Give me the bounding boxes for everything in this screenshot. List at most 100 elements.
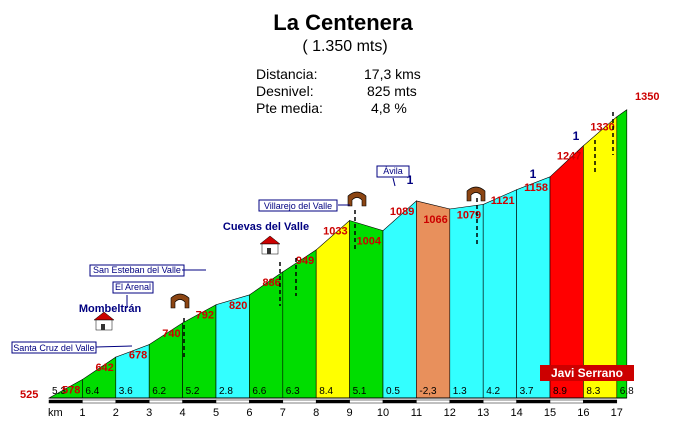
- place-sign-label: Santa Cruz del Valle: [13, 343, 94, 353]
- profile-segment: [482, 189, 517, 399]
- house-icon-door: [101, 324, 105, 330]
- tunnel-icon: [347, 191, 367, 207]
- segment-elevation-label: 1330: [590, 122, 614, 134]
- place-sign-box: [258, 199, 338, 212]
- house-icon-door: [267, 248, 271, 254]
- town-label: Cuevas del Valle: [223, 221, 309, 233]
- place-sign-label: Villarejo del Valle: [264, 201, 332, 211]
- axis-scale-bar: [583, 399, 618, 404]
- start-elevation-label: 525: [20, 389, 38, 401]
- x-tick-label: 4: [180, 407, 186, 419]
- segment-grade-label: 0.5: [386, 386, 400, 397]
- place-sign-pointer: [392, 177, 396, 187]
- segment-grade-label: 5.3: [52, 386, 66, 397]
- x-tick-label: 8: [313, 407, 319, 419]
- x-axis-label: km: [48, 407, 63, 419]
- segment-elevation-label: 578: [62, 384, 80, 396]
- segment-grade-label: 6.2: [152, 386, 166, 397]
- segment-grade-label: 6.8: [620, 386, 634, 397]
- segment-elevation-label: 1089: [390, 206, 414, 218]
- x-tick-label: 10: [377, 407, 389, 419]
- category-mark: 1: [407, 173, 414, 187]
- segment-grade-label: 8.9: [553, 386, 567, 397]
- profile-segment: [315, 219, 350, 399]
- segment-elevation-label: 678: [129, 350, 147, 362]
- x-tick-label: 15: [544, 407, 556, 419]
- axis-scale-bar: [249, 399, 284, 404]
- profile-segment: [583, 116, 618, 399]
- town-label: Mombeltrán: [79, 303, 142, 315]
- stat-average-grade-label: Pte media:: [256, 100, 323, 116]
- axis-scale-bar: [516, 399, 551, 404]
- place-sign-box: [112, 281, 154, 294]
- x-tick-label: 13: [477, 407, 489, 419]
- profile-segment: [382, 200, 417, 399]
- chart-subtitle: ( 1.350 mts): [302, 38, 387, 55]
- x-tick-label: 11: [411, 407, 422, 419]
- profile-segment: [449, 204, 484, 399]
- segment-grade-label: 6.3: [286, 386, 300, 397]
- place-sign-label: San Esteban del Valle: [93, 265, 181, 275]
- x-tick-label: 14: [510, 407, 522, 419]
- axis-scale-bar: [48, 399, 83, 404]
- profile-segment: [282, 249, 317, 399]
- tunnel-icon: [466, 186, 486, 202]
- place-sign-label: El Arenal: [115, 282, 151, 292]
- summit-elevation-label: 1350: [635, 91, 659, 103]
- km-axis: km 1 2 3 4 5 6 7 8 9 10 11 12 13 14 15 16 17: [48, 397, 627, 419]
- x-tick-label: 5: [213, 407, 219, 419]
- segment-elevation-label: 642: [95, 362, 113, 374]
- segment-grade-label: 3.7: [520, 386, 534, 397]
- x-tick-label: 7: [280, 407, 286, 419]
- place-markers: Santa Cruz del Valle Mombeltrán El Arenal S…: [11, 165, 410, 354]
- tunnel-icon: [170, 293, 190, 309]
- axis-scale-bar: [416, 399, 451, 404]
- segment-grade-label: 6.6: [252, 386, 266, 397]
- axis-scale-bar: [215, 399, 250, 404]
- category-mark: 1: [573, 129, 580, 143]
- segment-grade-label: -2,3: [419, 386, 437, 397]
- axis-scale-bar: [549, 399, 584, 404]
- segment-elevation-label: 1247: [557, 151, 581, 163]
- axis-scale-bar: [349, 399, 384, 404]
- stat-gain-label: Desnivel:: [256, 83, 314, 99]
- profile-segment: [616, 109, 628, 399]
- profile-segment: [416, 200, 451, 399]
- segment-grade-label: 5.1: [353, 386, 367, 397]
- stat-average-grade-value: 4,8 %: [371, 100, 407, 116]
- profile-segment: [249, 271, 284, 399]
- place-sign-label: Ávila: [383, 166, 403, 176]
- stat-gain-value: 825 mts: [367, 83, 417, 99]
- axis-scale-bar: [315, 399, 350, 404]
- segment-elevation-label: 886: [262, 277, 280, 289]
- segment-elevation-label: 1066: [423, 214, 447, 226]
- author-label: Javi Serrano: [551, 366, 623, 380]
- segment-grade-label: 5.2: [186, 386, 200, 397]
- x-tick-label: 9: [347, 407, 353, 419]
- house-icon: [259, 235, 281, 245]
- place-sign-pointer: [95, 345, 133, 348]
- place-sign-box: [376, 165, 410, 178]
- segment-elevation-label: 1079: [457, 209, 481, 221]
- x-tick-label: 6: [246, 407, 252, 419]
- x-tick-label: 16: [577, 407, 589, 419]
- profile-segment: [549, 145, 584, 399]
- category-mark: 1: [530, 167, 537, 181]
- chart-title: La Centenera: [273, 10, 413, 35]
- x-tick-label: 3: [146, 407, 152, 419]
- segment-elevation-label: 820: [229, 300, 247, 312]
- axis-scale-bar: [115, 399, 150, 404]
- x-tick-label: 17: [611, 407, 623, 419]
- profile-segment: [516, 176, 551, 399]
- axis-scale-bar: [82, 399, 117, 404]
- segment-elevation-label: 792: [196, 310, 214, 322]
- axis-scale-bar: [182, 399, 217, 404]
- segment-grade-label: 3.6: [119, 386, 133, 397]
- x-tick-label: 1: [79, 407, 85, 419]
- axis-scale-bar: [382, 399, 417, 404]
- segment-grade-label: 6.4: [85, 386, 99, 397]
- segment-grade-label: 1.3: [453, 386, 467, 397]
- stat-distance-label: Distancia:: [256, 66, 317, 82]
